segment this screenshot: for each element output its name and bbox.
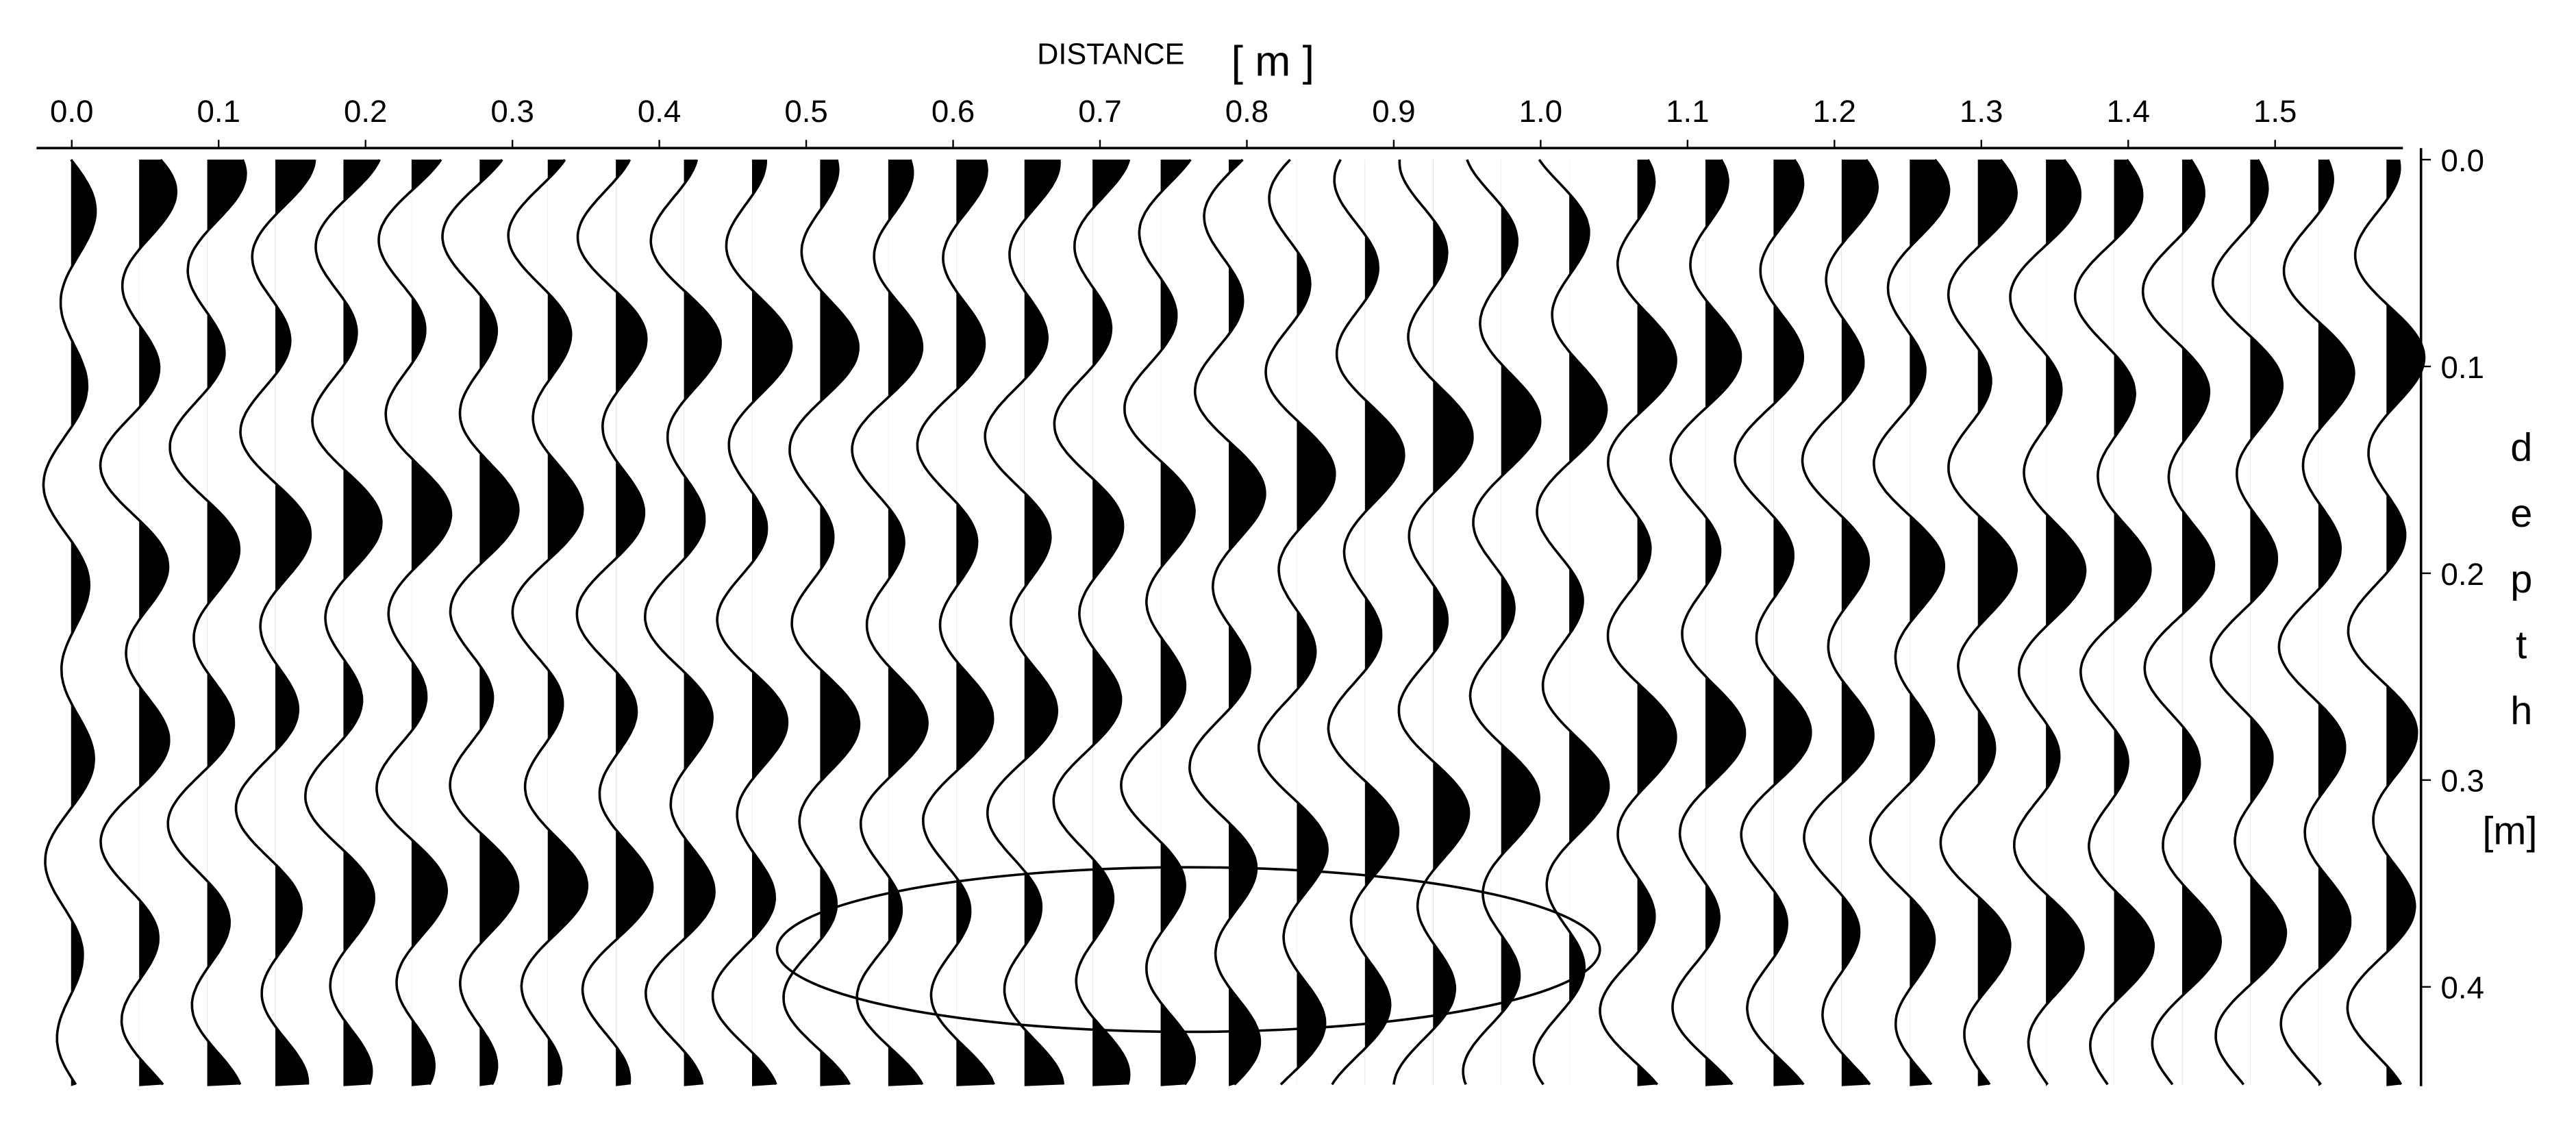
trace-line <box>1257 158 1336 1086</box>
trace-line <box>1801 158 1879 1086</box>
trace-fill <box>751 160 792 1086</box>
trace-line <box>851 159 929 1086</box>
trace-fill <box>1501 160 1540 1086</box>
trace-fill <box>684 160 721 1086</box>
trace-line <box>916 159 995 1086</box>
x-tick-label: 1.5 <box>2253 94 2297 129</box>
trace-line <box>2277 159 2355 1086</box>
trace-line <box>42 158 97 1086</box>
trace-line <box>1392 160 1474 1085</box>
y-axis-unit: [m] <box>2482 810 2537 853</box>
trace-line <box>2210 159 2288 1086</box>
trace-fill <box>1024 160 1064 1086</box>
trace-fill <box>2386 160 2425 1086</box>
trace-fill <box>1297 160 1335 1086</box>
trace-line <box>2141 159 2222 1086</box>
trace-fill <box>1433 160 1473 1086</box>
trace-fill <box>1977 160 2017 1086</box>
trace-fill <box>888 160 928 1086</box>
trace-line <box>1939 158 2018 1086</box>
x-axis-unit: [ m ] <box>1231 38 1314 86</box>
y-tick-label: 0.0 <box>2441 143 2484 178</box>
x-tick-label: 0.9 <box>1372 94 1415 129</box>
y-tick-label: 0.3 <box>2441 764 2484 799</box>
x-tick-label: 1.0 <box>1519 94 1562 129</box>
y-tick-label: 0.4 <box>2441 971 2484 1006</box>
trace-line <box>575 159 654 1085</box>
trace-line <box>711 160 793 1086</box>
x-tick-label: 0.2 <box>344 94 387 129</box>
trace-line <box>782 159 861 1086</box>
trace-fill <box>1364 160 1404 1086</box>
trace-fill <box>71 160 96 1086</box>
y-tick-label: 0.1 <box>2441 350 2484 385</box>
trace-line <box>1599 159 1677 1086</box>
trace-fill <box>1569 160 1609 1086</box>
x-tick-label: 0.5 <box>784 94 827 129</box>
trace-fill <box>343 160 382 1086</box>
x-axis-label: DISTANCE <box>1037 38 1184 71</box>
trace-line <box>375 159 453 1086</box>
trace-fill <box>1160 160 1195 1086</box>
trace-fill <box>207 160 246 1086</box>
x-tick-label: 0.8 <box>1225 94 1268 129</box>
trace-line <box>1120 158 1197 1086</box>
trace-line <box>166 159 247 1086</box>
highlight-ellipse <box>775 866 1601 1034</box>
trace-line <box>2009 158 2087 1086</box>
trace-line <box>441 158 520 1086</box>
trace-line <box>234 159 316 1085</box>
trace-line <box>643 159 722 1085</box>
x-tick-label: 0.6 <box>931 94 975 129</box>
trace-fill <box>2046 160 2086 1086</box>
trace-fill <box>479 160 518 1086</box>
x-tick-label: 1.1 <box>1666 94 1709 129</box>
trace-line <box>984 159 1065 1085</box>
trace-fill <box>2250 160 2286 1086</box>
trace-fill <box>1229 160 1265 1086</box>
trace-line <box>1327 159 1405 1086</box>
trace-line <box>1052 159 1131 1085</box>
trace-fill <box>820 160 860 1086</box>
wiggle-traces <box>42 158 2426 1086</box>
trace-line <box>2346 159 2426 1086</box>
trace-fill <box>1773 160 1811 1086</box>
x-tick-label: 1.3 <box>1960 94 2003 129</box>
trace-fill <box>616 160 653 1086</box>
x-tick-label: 0.7 <box>1078 94 1121 129</box>
trace-fill <box>956 160 995 1086</box>
trace-line <box>1868 158 1951 1086</box>
trace-fill <box>1092 160 1129 1086</box>
x-tick-label: 0.0 <box>50 94 93 129</box>
trace-fill <box>275 160 315 1086</box>
trace-fill <box>1705 160 1745 1086</box>
trace-line <box>1462 159 1542 1086</box>
trace-line <box>2073 158 2155 1086</box>
trace-line <box>304 159 383 1085</box>
trace-fill <box>411 160 451 1086</box>
x-tick-label: 1.2 <box>1813 94 1856 129</box>
y-tick-label: 0.2 <box>2441 557 2484 592</box>
x-tick-label: 0.3 <box>490 94 534 129</box>
trace-line <box>507 159 589 1085</box>
trace-fill <box>2318 160 2354 1086</box>
trace-line <box>1734 159 1812 1086</box>
trace-line <box>1669 159 1747 1086</box>
trace-line <box>1188 158 1266 1086</box>
trace-fill <box>2181 160 2221 1086</box>
x-tick-label: 0.1 <box>197 94 240 129</box>
trace-line <box>99 158 178 1086</box>
trace-fill <box>547 160 588 1086</box>
trace-fill <box>139 160 177 1086</box>
trace-fill <box>1910 160 1949 1086</box>
trace-fill <box>1637 160 1677 1086</box>
x-tick-label: 0.4 <box>638 94 681 129</box>
trace-line <box>1532 158 1610 1086</box>
trace-fill <box>2114 160 2154 1086</box>
x-tick-label: 1.4 <box>2107 94 2150 129</box>
trace-fill <box>1841 160 1878 1086</box>
